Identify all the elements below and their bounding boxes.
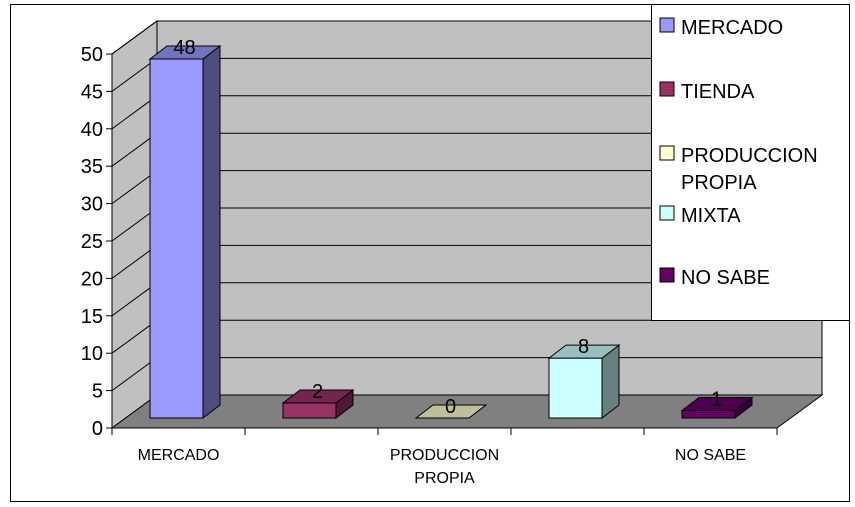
data-label: 48 [173, 37, 195, 59]
bar-front-face [149, 58, 204, 419]
x-category-label: NO SABE [675, 447, 746, 464]
bar-mercado [148, 44, 222, 420]
legend-box [651, 4, 850, 321]
y-tick-label: 0 [92, 418, 103, 440]
bar-front-face [681, 410, 736, 419]
data-label: 0 [445, 396, 456, 418]
bar-mixta [547, 344, 621, 420]
y-tick-label: 40 [81, 119, 103, 141]
bar-top-face [414, 404, 488, 419]
y-tick-label: 20 [81, 268, 103, 290]
bar-top-face [547, 344, 621, 359]
y-tick-label: 15 [81, 306, 103, 328]
bar-produccion-propia [414, 404, 488, 419]
bar-top-face [148, 45, 222, 60]
data-label: 1 [711, 389, 722, 411]
legend-swatch [659, 145, 675, 161]
y-tick-label: 5 [92, 381, 103, 403]
legend-label: TIENDA [681, 81, 755, 103]
legend-label: NO SABE [681, 267, 770, 289]
bar-top-face [680, 397, 754, 412]
y-tick-label: 25 [81, 231, 103, 253]
legend-swatch [659, 81, 675, 97]
legend-label: MIXTA [681, 205, 741, 227]
bar-tienda [281, 389, 355, 420]
bar-front-face [282, 402, 337, 419]
bar-side-face [202, 44, 221, 420]
x-category-label: PRODUCCION [390, 447, 499, 464]
y-tick-label: 45 [81, 81, 103, 103]
legend-label: MERCADO [681, 17, 783, 39]
bar-front-face [548, 357, 603, 419]
bar-top-face [281, 389, 355, 404]
legend-label: PROPIA [681, 172, 757, 194]
legend-label: PRODUCCION [681, 145, 818, 167]
data-label: 2 [312, 381, 323, 403]
gridline-side [111, 20, 158, 55]
legend-swatch [659, 267, 675, 283]
y-tick-label: 50 [81, 44, 103, 66]
legend-swatch [659, 205, 675, 221]
y-tick-label: 30 [81, 194, 103, 216]
legend-swatch [659, 17, 675, 33]
data-label: 8 [578, 336, 589, 358]
x-category-label: MERCADO [138, 447, 220, 464]
y-tick-label: 10 [81, 343, 103, 365]
x-category-label: PROPIA [414, 470, 475, 487]
bar-no-sabe [680, 396, 754, 420]
y-tick-label: 35 [81, 156, 103, 178]
